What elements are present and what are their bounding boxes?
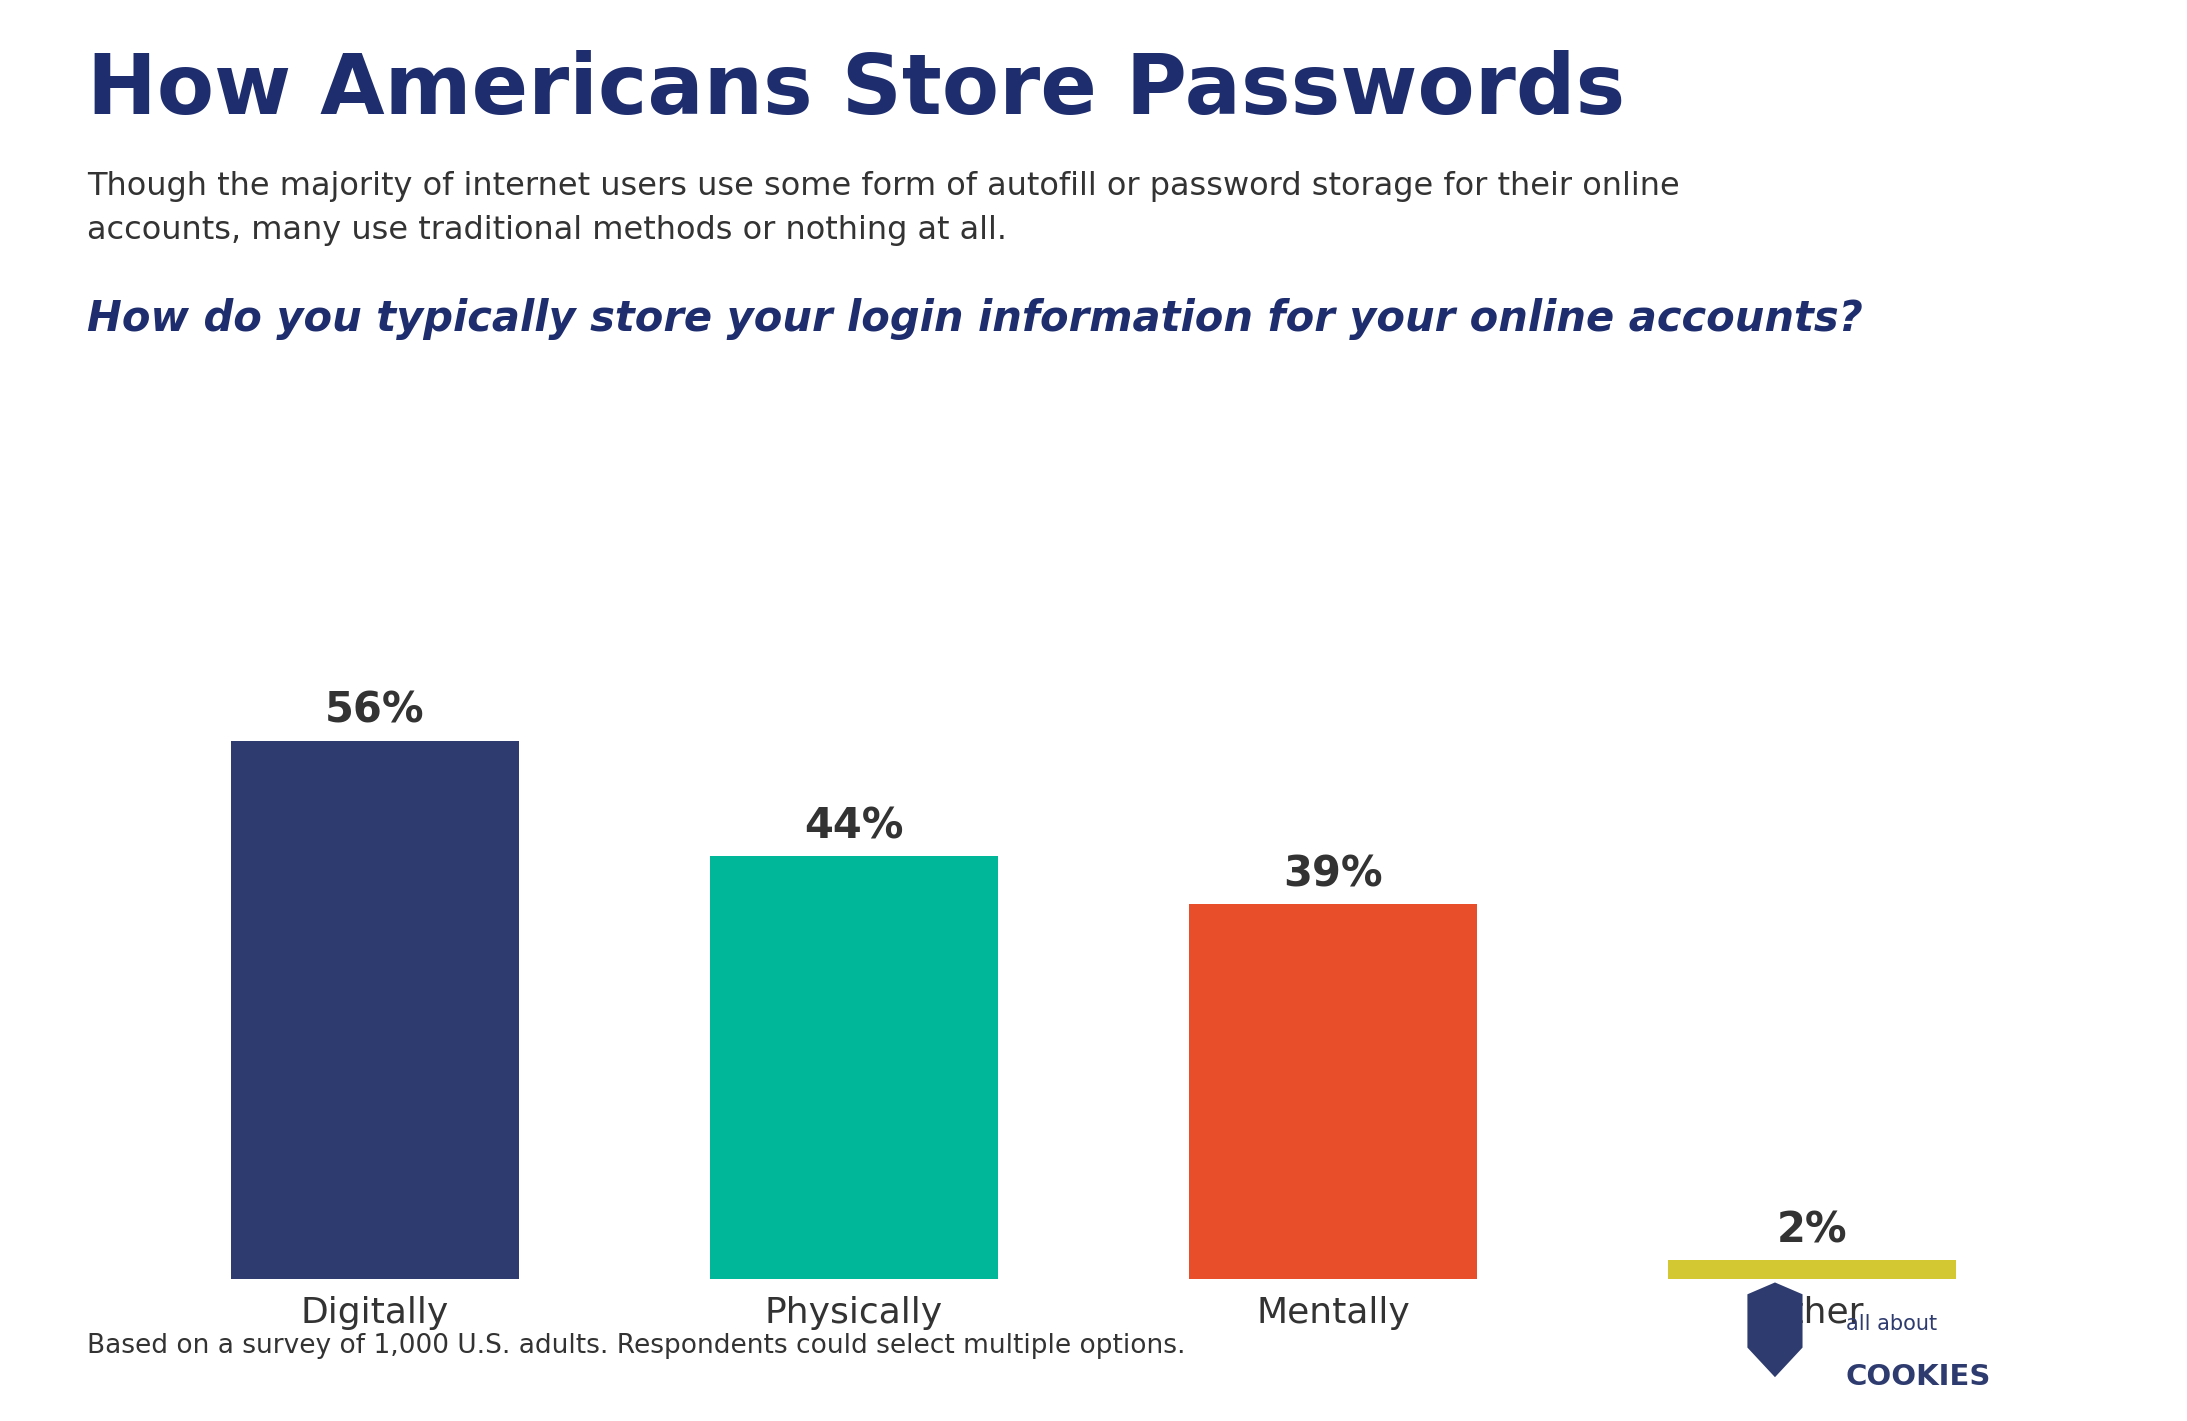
Text: 39%: 39%	[1284, 854, 1382, 895]
Polygon shape	[1747, 1282, 1802, 1377]
Text: How do you typically store your login information for your online accounts?: How do you typically store your login in…	[87, 298, 1863, 341]
Bar	[1669, 1259, 1955, 1279]
Bar	[232, 740, 518, 1279]
Text: COOKIES: COOKIES	[1846, 1363, 1990, 1391]
Bar	[1190, 904, 1476, 1279]
Text: 2%: 2%	[1776, 1209, 1848, 1250]
Text: Though the majority of internet users use some form of autofill or password stor: Though the majority of internet users us…	[87, 171, 1680, 246]
Text: all about: all about	[1846, 1314, 1938, 1334]
Text: 56%: 56%	[326, 691, 424, 732]
Text: How Americans Store Passwords: How Americans Store Passwords	[87, 50, 1625, 131]
Text: Based on a survey of 1,000 U.S. adults. Respondents could select multiple option: Based on a survey of 1,000 U.S. adults. …	[87, 1333, 1185, 1358]
Text: 44%: 44%	[805, 806, 903, 847]
Bar	[711, 855, 997, 1279]
